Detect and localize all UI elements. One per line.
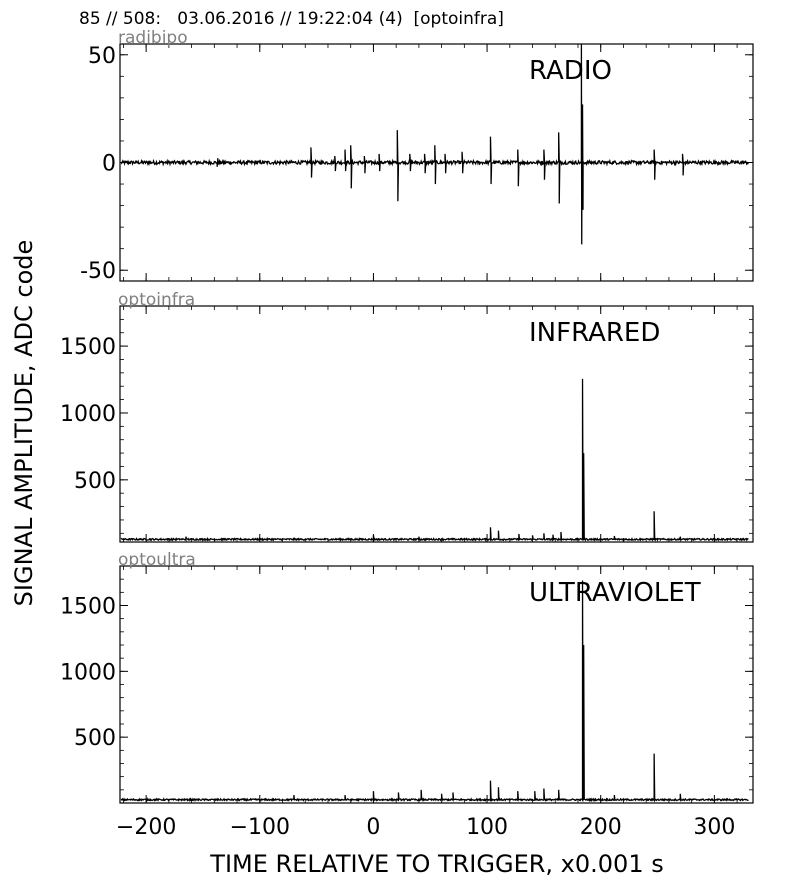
y-tick-label-ultraviolet: 1500: [60, 595, 116, 620]
x-tick-label: −200: [116, 815, 176, 840]
channel-label-infrared: optoinfra: [118, 290, 195, 310]
y-axis-label: SIGNAL AMPLITUDE, ADC code: [10, 240, 38, 607]
channel-label-ultraviolet: optoultra: [118, 550, 196, 570]
panel-annotation-ultraviolet: ULTRAVIOLET: [529, 578, 701, 608]
y-tick-label-infrared: 1500: [60, 335, 116, 360]
plot-frame-infrared: [119, 305, 754, 543]
x-tick-label: 300: [693, 815, 735, 840]
panel-infrared: 500 1000 1500 optoinfra INFRARED: [60, 290, 754, 543]
y-tick-label-ultraviolet: 500: [74, 726, 116, 751]
x-tick-label: −100: [230, 815, 290, 840]
series-line-infrared: [120, 378, 749, 542]
x-tick-label: 0: [366, 815, 380, 840]
y-tick-label-radio: 0: [102, 152, 116, 177]
x-tick-label: 200: [580, 815, 622, 840]
panel-annotation-infrared: INFRARED: [529, 318, 660, 348]
y-tick-label-radio: 50: [88, 44, 116, 69]
channel-label-radio: radibipo: [118, 28, 188, 48]
panels-group: -50050radibipoRADIO50010001500optoinfraI…: [60, 28, 754, 840]
series-line-radio: [120, 44, 749, 245]
figure-title: 85 // 508: 03.06.2016 // 19:22:04 (4) [o…: [79, 9, 504, 29]
x-tick-label: 100: [466, 815, 508, 840]
y-tick-label-ultraviolet: 1000: [60, 660, 116, 685]
panel-ultraviolet: 500 1000 1500 optoultra ULTRAVIOLET: [60, 550, 754, 804]
y-tick-label-infrared: 500: [74, 469, 116, 494]
series-line-ultraviolet: [120, 580, 749, 803]
x-axis-label: TIME RELATIVE TO TRIGGER, x0.001 s: [209, 850, 663, 878]
y-tick-label-infrared: 1000: [60, 402, 116, 427]
panel-annotation-radio: RADIO: [529, 56, 612, 86]
y-tick-label-radio: -50: [80, 259, 116, 284]
